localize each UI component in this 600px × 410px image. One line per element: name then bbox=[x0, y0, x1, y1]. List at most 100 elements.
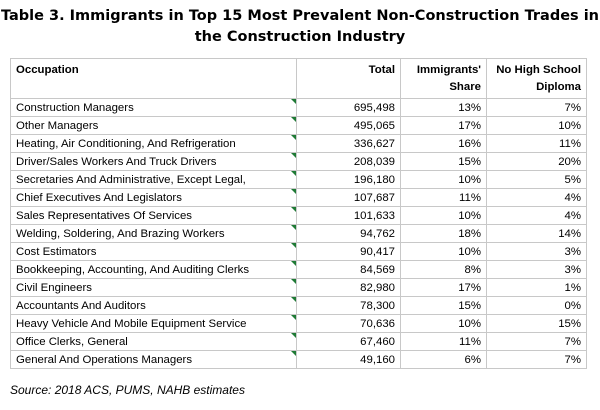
total-cell: 49,160 bbox=[296, 350, 401, 369]
table-row: Heavy Vehicle And Mobile Equipment Servi… bbox=[10, 314, 587, 333]
comment-marker-icon bbox=[291, 99, 296, 104]
comment-marker-icon bbox=[291, 189, 296, 194]
comment-marker-icon bbox=[291, 261, 296, 266]
no-diploma-cell: 14% bbox=[486, 224, 587, 243]
header-no-diploma-line-1: No High School bbox=[496, 64, 581, 76]
comment-marker-icon bbox=[291, 297, 296, 302]
total-cell: 336,627 bbox=[296, 134, 401, 153]
occupation-cell: Cost Estimators bbox=[10, 242, 297, 261]
occupation-text: General And Operations Managers bbox=[16, 353, 193, 366]
comment-marker-icon bbox=[291, 351, 296, 356]
table-row: Other Managers 495,065 17% 10% bbox=[10, 116, 587, 135]
occupation-text: Civil Engineers bbox=[16, 281, 92, 294]
share-cell: 13% bbox=[400, 98, 487, 117]
share-cell: 8% bbox=[400, 260, 487, 279]
header-share: Immigrants' Share bbox=[400, 58, 487, 99]
table-row: Secretaries And Administrative, Except L… bbox=[10, 170, 587, 189]
share-cell: 10% bbox=[400, 206, 487, 225]
total-cell: 495,065 bbox=[296, 116, 401, 135]
occupation-text: Welding, Soldering, And Brazing Workers bbox=[16, 227, 225, 240]
occupation-cell: Secretaries And Administrative, Except L… bbox=[10, 170, 297, 189]
occupation-cell: General And Operations Managers bbox=[10, 350, 297, 369]
comment-marker-icon bbox=[291, 153, 296, 158]
source-note: Source: 2018 ACS, PUMS, NAHB estimates bbox=[10, 383, 245, 397]
comment-marker-icon bbox=[291, 117, 296, 122]
total-cell: 695,498 bbox=[296, 98, 401, 117]
occupation-cell: Accountants And Auditors bbox=[10, 296, 297, 315]
header-no-diploma: No High School Diploma bbox=[486, 58, 587, 99]
no-diploma-cell: 0% bbox=[486, 296, 587, 315]
no-diploma-cell: 7% bbox=[486, 332, 587, 351]
no-diploma-cell: 1% bbox=[486, 278, 587, 297]
table-body: Construction Managers 695,498 13% 7% Other M… bbox=[10, 98, 587, 369]
comment-marker-icon bbox=[291, 225, 296, 230]
occupation-text: Office Clerks, General bbox=[16, 335, 128, 348]
total-cell: 82,980 bbox=[296, 278, 401, 297]
table-row: Office Clerks, General 67,460 11% 7% bbox=[10, 332, 587, 351]
header-row: Occupation Total Immigrants' Share No Hi… bbox=[10, 58, 587, 99]
no-diploma-cell: 3% bbox=[486, 260, 587, 279]
total-cell: 70,636 bbox=[296, 314, 401, 333]
occupation-text: Construction Managers bbox=[16, 101, 134, 114]
comment-marker-icon bbox=[291, 315, 296, 320]
occupation-cell: Other Managers bbox=[10, 116, 297, 135]
header-no-diploma-line-2: Diploma bbox=[536, 81, 581, 93]
total-cell: 94,762 bbox=[296, 224, 401, 243]
no-diploma-cell: 7% bbox=[486, 350, 587, 369]
share-cell: 11% bbox=[400, 332, 487, 351]
total-cell: 84,569 bbox=[296, 260, 401, 279]
occupation-text: Secretaries And Administrative, Except L… bbox=[16, 173, 246, 186]
occupation-cell: Welding, Soldering, And Brazing Workers bbox=[10, 224, 297, 243]
occupation-cell: Civil Engineers bbox=[10, 278, 297, 297]
no-diploma-cell: 15% bbox=[486, 314, 587, 333]
occupation-text: Driver/Sales Workers And Truck Drivers bbox=[16, 155, 217, 168]
header-total: Total bbox=[296, 58, 401, 99]
no-diploma-cell: 11% bbox=[486, 134, 587, 153]
occupation-cell: Heating, Air Conditioning, And Refrigera… bbox=[10, 134, 297, 153]
header-share-line-2: Share bbox=[449, 81, 481, 93]
occupation-text: Cost Estimators bbox=[16, 245, 97, 258]
occupation-cell: Chief Executives And Legislators bbox=[10, 188, 297, 207]
occupation-text: Accountants And Auditors bbox=[16, 299, 146, 312]
occupation-cell: Sales Representatives Of Services bbox=[10, 206, 297, 225]
no-diploma-cell: 3% bbox=[486, 242, 587, 261]
share-cell: 17% bbox=[400, 116, 487, 135]
no-diploma-cell: 4% bbox=[486, 206, 587, 225]
occupation-text: Sales Representatives Of Services bbox=[16, 209, 192, 222]
table-row: Bookkeeping, Accounting, And Auditing Cl… bbox=[10, 260, 587, 279]
table-row: Chief Executives And Legislators 107,687 1… bbox=[10, 188, 587, 207]
table-row: Accountants And Auditors 78,300 15% 0% bbox=[10, 296, 587, 315]
comment-marker-icon bbox=[291, 207, 296, 212]
occupation-cell: Heavy Vehicle And Mobile Equipment Servi… bbox=[10, 314, 297, 333]
total-cell: 101,633 bbox=[296, 206, 401, 225]
table-row: General And Operations Managers 49,160 6% 7… bbox=[10, 350, 587, 369]
occupation-text: Heavy Vehicle And Mobile Equipment Servi… bbox=[16, 317, 247, 330]
share-cell: 17% bbox=[400, 278, 487, 297]
total-cell: 208,039 bbox=[296, 152, 401, 171]
comment-marker-icon bbox=[291, 333, 296, 338]
header-share-line-1: Immigrants' bbox=[416, 64, 481, 76]
comment-marker-icon bbox=[291, 135, 296, 140]
share-cell: 11% bbox=[400, 188, 487, 207]
share-cell: 6% bbox=[400, 350, 487, 369]
title-line-1: Table 3. Immigrants in Top 15 Most Preva… bbox=[0, 8, 600, 24]
total-cell: 67,460 bbox=[296, 332, 401, 351]
share-cell: 10% bbox=[400, 170, 487, 189]
occupation-text: Other Managers bbox=[16, 119, 99, 132]
comment-marker-icon bbox=[291, 279, 296, 284]
total-cell: 90,417 bbox=[296, 242, 401, 261]
no-diploma-cell: 7% bbox=[486, 98, 587, 117]
share-cell: 16% bbox=[400, 134, 487, 153]
share-cell: 15% bbox=[400, 152, 487, 171]
comment-marker-icon bbox=[291, 243, 296, 248]
occupation-cell: Construction Managers bbox=[10, 98, 297, 117]
share-cell: 10% bbox=[400, 314, 487, 333]
no-diploma-cell: 5% bbox=[486, 170, 587, 189]
share-cell: 15% bbox=[400, 296, 487, 315]
table-row: Driver/Sales Workers And Truck Drivers 20… bbox=[10, 152, 587, 171]
share-cell: 18% bbox=[400, 224, 487, 243]
occupation-cell: Bookkeeping, Accounting, And Auditing Cl… bbox=[10, 260, 297, 279]
table-row: Civil Engineers 82,980 17% 1% bbox=[10, 278, 587, 297]
total-cell: 78,300 bbox=[296, 296, 401, 315]
